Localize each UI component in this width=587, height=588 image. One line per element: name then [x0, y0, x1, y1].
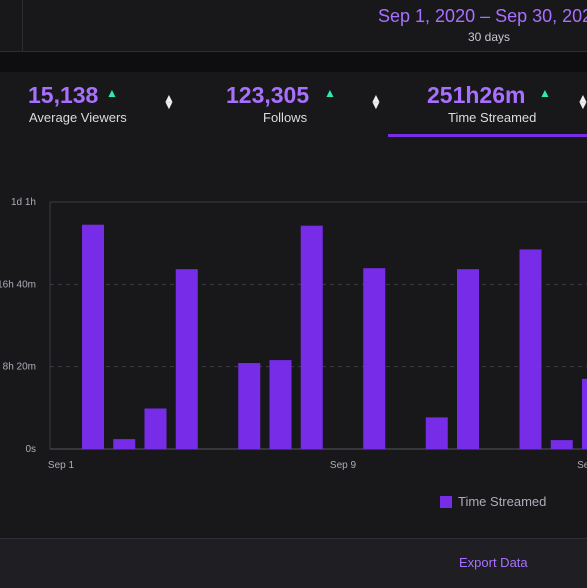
bar-sep-16[interactable]	[550, 440, 573, 449]
bar-sep-7[interactable]	[269, 360, 292, 449]
date-range[interactable]: Sep 1, 2020 – Sep 30, 2020	[378, 6, 587, 26]
legend-swatch	[440, 496, 452, 508]
bar-sep-1[interactable]	[82, 224, 104, 449]
bar-sep-10[interactable]	[363, 268, 386, 449]
stat-label: Time Streamed	[448, 110, 537, 125]
bar-sep-3[interactable]	[144, 408, 167, 449]
section-gap	[0, 52, 587, 72]
stat-label: Average Viewers	[29, 110, 127, 125]
legend-label: Time Streamed	[458, 494, 546, 509]
caret-up-icon: ▲	[324, 86, 336, 100]
y-tick-label: 1d 1h	[11, 197, 36, 208]
header-divider	[22, 0, 23, 52]
footer-bar: Export Data	[0, 538, 587, 588]
header-bar: Sep 1, 2020 – Sep 30, 2020 30 days	[0, 0, 587, 52]
stat-label: Follows	[263, 110, 308, 125]
stat-value: 251h26m	[427, 82, 526, 108]
y-tick-label: 16h 40m	[0, 279, 36, 290]
stats-bar: 15,138 ▲ Average Viewers ▲ ▼ 123,305 ▲ Fo…	[0, 72, 587, 140]
bar-sep-17[interactable]	[582, 378, 587, 449]
bar-sep-6[interactable]	[238, 363, 261, 449]
bar-sep-15[interactable]	[519, 249, 542, 449]
sort-arrows-icon[interactable]: ▲ ▼	[370, 91, 382, 112]
x-tick-label: Sep 1	[48, 460, 75, 471]
caret-up-icon: ▲	[539, 86, 551, 100]
bar-sep-8[interactable]	[300, 225, 323, 449]
y-tick-label: 8h 20m	[3, 362, 36, 373]
export-data-link[interactable]: Export Data	[459, 555, 528, 570]
bar-sep-2[interactable]	[113, 439, 136, 449]
x-tick-label: Sep 9	[330, 460, 357, 471]
active-tab-underline	[388, 134, 587, 137]
bar-sep-4[interactable]	[175, 269, 198, 449]
y-tick-label: 0s	[25, 444, 36, 455]
day-count: 30 days	[468, 30, 511, 44]
sort-arrows-icon[interactable]: ▲ ▼	[577, 91, 587, 112]
bar-sep-13[interactable]	[457, 269, 479, 449]
header-bottom-border	[0, 51, 587, 52]
stat-value: 123,305	[226, 82, 310, 108]
bar-sep-12[interactable]	[425, 417, 448, 449]
stat-value: 15,138	[28, 82, 99, 108]
sort-arrows-icon[interactable]: ▲ ▼	[163, 91, 175, 112]
caret-up-icon: ▲	[106, 86, 118, 100]
time-streamed-chart: 0s 8h 20m 16h 40m 1d 1h Sep 1 Sep 9 Sep 17 Ti…	[0, 197, 587, 509]
x-tick-label: Sep 17	[577, 460, 587, 471]
